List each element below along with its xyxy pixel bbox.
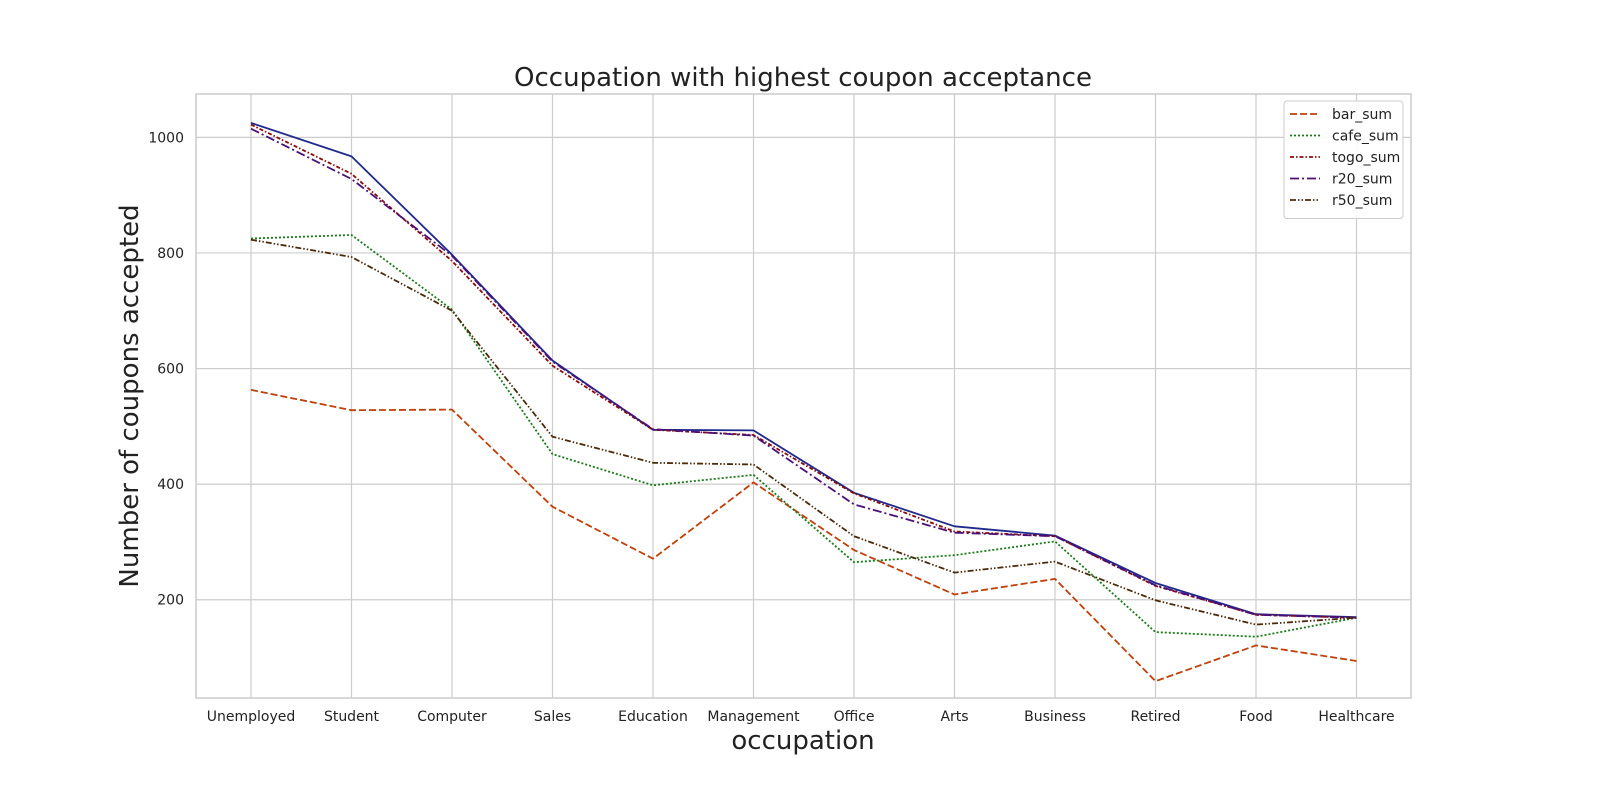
x-gridlines — [250, 94, 1358, 698]
y-tick-label: 1000 — [148, 130, 184, 146]
series-line-total — [250, 122, 1357, 618]
x-tick-label: Unemployed — [207, 709, 296, 725]
legend-box — [1283, 100, 1404, 219]
chart-title: Occupation with highest coupon acceptanc… — [514, 63, 1092, 93]
x-tick-label: Business — [1024, 709, 1086, 725]
legend-label-r20_sum: r20_sum — [1332, 172, 1392, 188]
x-tick-label: Computer — [417, 709, 487, 725]
series-line-r50_sum — [250, 238, 1357, 626]
legend-label-togo_sum: togo_sum — [1332, 150, 1400, 166]
legend-label-bar_sum: bar_sum — [1332, 107, 1392, 123]
y-tick-label: 600 — [157, 362, 184, 378]
y-tick-labels: 200 400 600 800 1000 — [148, 130, 184, 608]
legend-label-r50_sum: r50_sum — [1332, 193, 1392, 209]
legend: bar_sum cafe_sum togo_sum r20_sum r50_sum — [1283, 100, 1404, 219]
x-axis-label: occupation — [731, 726, 874, 756]
y-gridlines — [196, 136, 1411, 601]
x-tick-label: Retired — [1130, 709, 1180, 725]
series-line-togo_sum — [250, 123, 1357, 619]
series-layer — [250, 122, 1357, 683]
series-line-cafe_sum — [250, 234, 1357, 638]
x-tick-label: Management — [707, 709, 800, 725]
x-tick-label: Sales — [534, 709, 571, 725]
x-tick-label: Education — [618, 709, 688, 725]
x-tick-labels: Unemployed Student Computer Sales Education M… — [207, 709, 1395, 725]
legend-label-cafe_sum: cafe_sum — [1332, 129, 1399, 145]
y-axis-label: Number of coupons accepted — [115, 204, 145, 587]
plot-frame — [195, 93, 1412, 699]
series-line-bar_sum — [250, 389, 1357, 683]
series-line-r20_sum — [250, 127, 1357, 619]
x-tick-label: Healthcare — [1318, 709, 1394, 725]
x-tick-label: Student — [324, 709, 380, 725]
y-tick-label: 400 — [157, 477, 184, 493]
x-tick-label: Arts — [940, 709, 968, 725]
x-tick-label: Food — [1239, 709, 1273, 725]
y-tick-label: 200 — [157, 593, 184, 609]
y-tick-label: 800 — [157, 246, 184, 262]
x-tick-label: Office — [834, 709, 875, 725]
